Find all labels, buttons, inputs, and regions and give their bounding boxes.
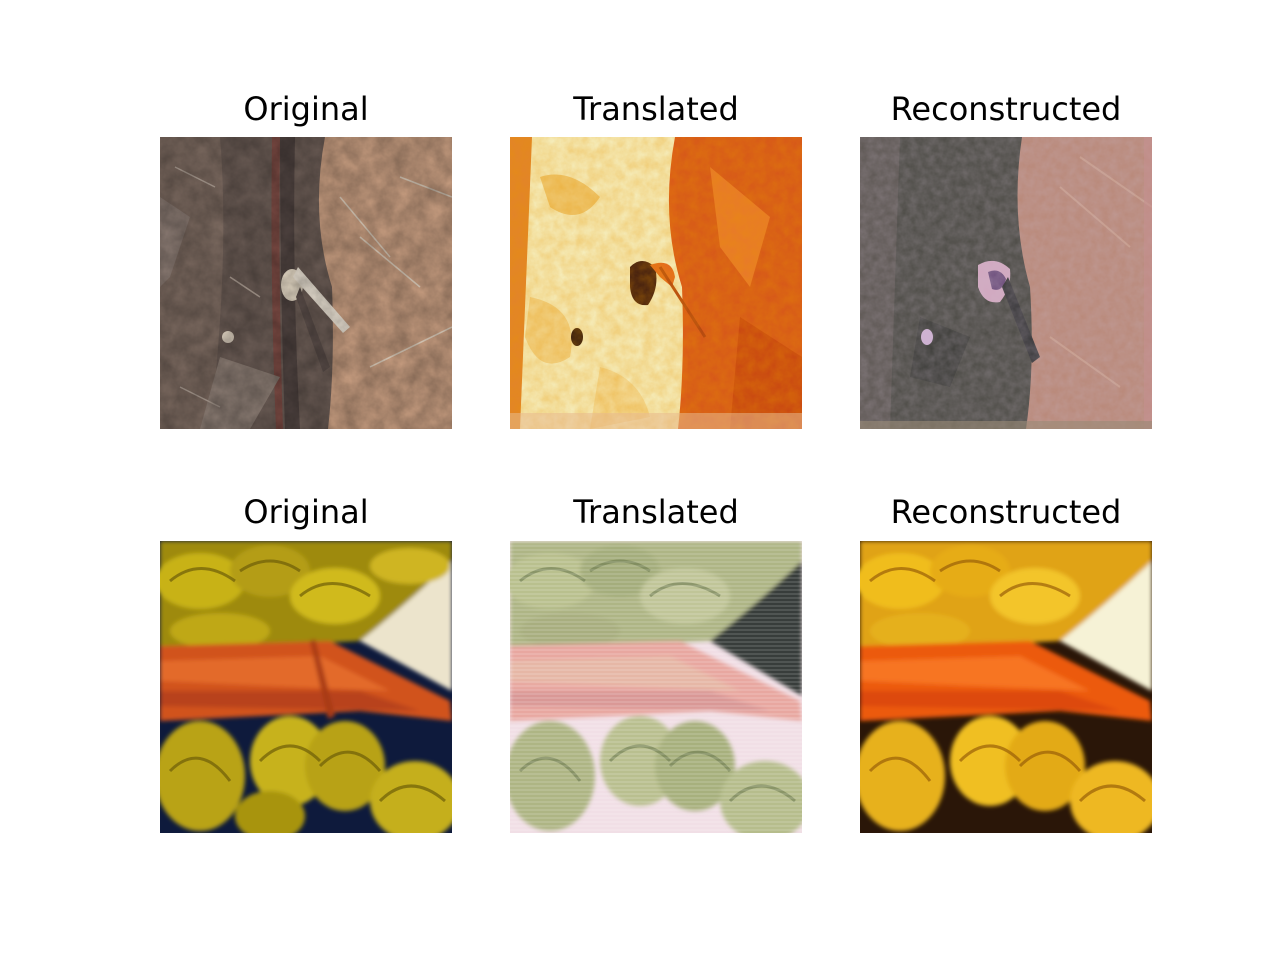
painting-texture <box>510 137 802 429</box>
panel-title-reconstructed-1: Reconstructed <box>890 90 1122 128</box>
image-reconstructed-leaves <box>860 541 1152 833</box>
leaves-texture <box>160 541 452 833</box>
panel-title-original-1: Original <box>243 90 369 128</box>
panel-title-translated-2: Translated <box>573 493 739 531</box>
stone-reconstructed-texture <box>860 137 1152 429</box>
stone-texture <box>160 137 452 429</box>
panel-title-translated-1: Translated <box>573 90 739 128</box>
leaves-translated-texture <box>510 541 802 833</box>
image-translated-painting <box>510 137 802 429</box>
leaves-reconstructed-texture <box>860 541 1152 833</box>
image-translated-leaves <box>510 541 802 833</box>
image-original-stone <box>160 137 452 429</box>
panel-title-original-2: Original <box>243 493 369 531</box>
image-original-leaves <box>160 541 452 833</box>
image-reconstructed-stone <box>860 137 1152 429</box>
panel-title-reconstructed-2: Reconstructed <box>890 493 1122 531</box>
